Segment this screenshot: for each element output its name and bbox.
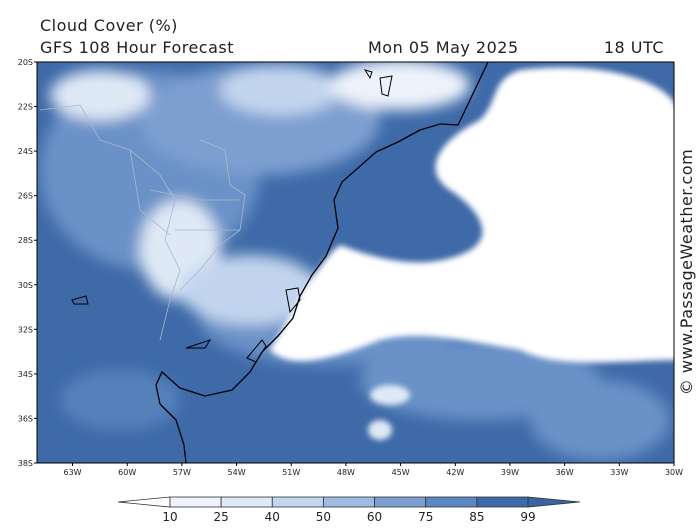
axes: 20S 22S 24S 26S 28S 30S 32S 34S 36S 38S 63W 60W 57W 5… <box>18 58 683 477</box>
legend-swatch <box>425 496 478 508</box>
lat-label: 20S <box>18 58 33 67</box>
lon-label: 51W <box>282 468 300 477</box>
cloud-field <box>37 62 674 463</box>
lat-label: 26S <box>18 192 33 201</box>
lon-label: 42W <box>446 468 464 477</box>
legend-swatch <box>220 496 273 508</box>
legend-tick-label: 50 <box>316 510 331 524</box>
legend-tick-label: 60 <box>367 510 382 524</box>
legend-tick-label: 25 <box>214 510 229 524</box>
legend-tick-label: 10 <box>162 510 177 524</box>
lat-label: 22S <box>18 103 33 112</box>
legend-tick-label: 40 <box>265 510 280 524</box>
lon-label: 45W <box>392 468 410 477</box>
lon-label: 33W <box>610 468 628 477</box>
legend-arrow-high <box>527 496 581 508</box>
lat-label: 32S <box>18 325 33 334</box>
color-legend: 10 25 40 50 60 75 85 99 <box>117 496 581 524</box>
lon-label: 57W <box>173 468 191 477</box>
legend-swatch <box>271 496 324 508</box>
lat-label: 36S <box>18 414 33 423</box>
legend-swatch <box>323 496 375 508</box>
lat-label: 38S <box>18 459 33 468</box>
lat-label: 24S <box>18 147 33 156</box>
lat-label: 28S <box>18 236 33 245</box>
legend-tick-label: 99 <box>520 510 535 524</box>
legend-swatch <box>169 496 222 508</box>
legend-swatch <box>476 496 529 508</box>
lon-label: 54W <box>228 468 246 477</box>
lon-label: 36W <box>556 468 574 477</box>
watermark: © www.PassageWeather.com <box>677 149 696 395</box>
lon-label: 60W <box>118 468 136 477</box>
lon-label: 48W <box>337 468 355 477</box>
legend-swatch <box>374 496 427 508</box>
lon-label: 30W <box>665 468 683 477</box>
lon-label: 39W <box>501 468 519 477</box>
forecast-date: Mon 05 May 2025 <box>368 38 519 57</box>
forecast-time: 18 UTC <box>604 38 664 57</box>
lat-label: 30S <box>18 281 33 290</box>
lon-label: 63W <box>63 468 81 477</box>
lat-label: 34S <box>18 370 33 379</box>
legend-tick-label: 75 <box>418 510 433 524</box>
legend-arrow-low <box>117 496 171 508</box>
legend-tick-label: 85 <box>469 510 484 524</box>
title: Cloud Cover (%) <box>40 16 178 35</box>
subtitle: GFS 108 Hour Forecast <box>40 38 234 57</box>
